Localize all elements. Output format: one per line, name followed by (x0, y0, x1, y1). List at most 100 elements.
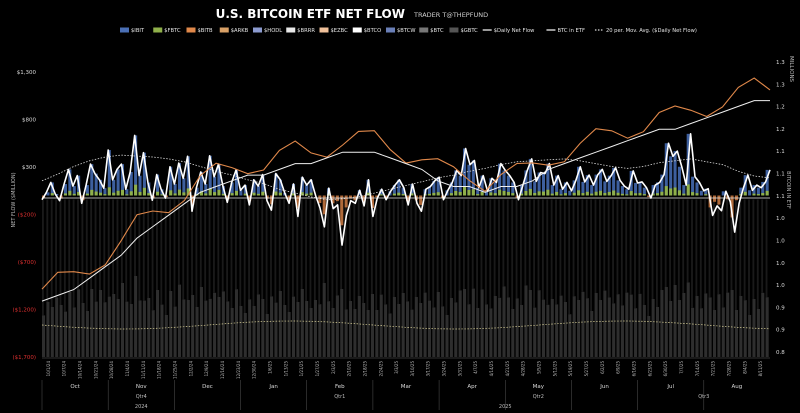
volume-bar (287, 312, 291, 357)
volume-bar (743, 300, 747, 357)
month-label: Mar (401, 384, 412, 390)
legend-swatch (449, 27, 459, 33)
flow-bar-fbtc (669, 188, 673, 196)
legend-label: $GBTC (460, 28, 478, 34)
flow-bar (664, 143, 668, 196)
grid-column (493, 199, 496, 296)
grid-column (331, 199, 334, 308)
flow-bar-fbtc (221, 193, 225, 196)
volume-bar (90, 289, 94, 357)
grid-column (642, 199, 645, 305)
flow-bar-fbtc (177, 189, 182, 196)
volume-bar (642, 305, 646, 357)
volume-bar (85, 311, 89, 357)
grid-column (445, 199, 448, 315)
grid-column (160, 199, 163, 305)
flow-bar (638, 181, 642, 196)
volume-bar (577, 300, 581, 357)
grid-column (156, 199, 158, 290)
volume-bar (691, 307, 695, 357)
x-tick-label: 4/28/25 (521, 361, 526, 377)
flow-bar-fbtc (252, 192, 256, 196)
grid-column (563, 199, 566, 302)
volume-bar (695, 296, 699, 357)
chart-title: U.S. BITCOIN ETF NET FLOW (216, 7, 405, 21)
flow-bar (256, 186, 260, 196)
volume-bar (572, 296, 576, 357)
grid-column (151, 199, 154, 311)
legend-swatch (319, 27, 329, 33)
volume-bar (664, 287, 668, 357)
month-label: Jun (599, 384, 609, 390)
volume-bar (156, 290, 160, 357)
grid-column (182, 199, 185, 300)
flow-bar-fbtc (704, 194, 708, 196)
flow-bar (581, 181, 585, 196)
flow-bar-fbtc (134, 184, 138, 196)
x-tick-label: 2/24/25 (378, 361, 383, 377)
flow-bar (401, 187, 405, 196)
legend-label: $BRRR (297, 28, 315, 34)
legend-item: $BTCW (386, 27, 415, 34)
flow-bar (177, 163, 182, 196)
grid-column (436, 199, 439, 292)
left-tick-label: $300 (22, 165, 36, 171)
volume-bar (252, 306, 256, 357)
x-tick-label: 3/17/25 (426, 361, 431, 377)
volume-bar (612, 303, 616, 357)
flow-bar-fbtc (620, 193, 624, 196)
flow-bar (463, 148, 467, 196)
grid-column (498, 199, 500, 298)
legend-label: $Daily Net Flow (494, 28, 535, 34)
grid-column (682, 199, 685, 293)
legend-label: $BTCO (364, 28, 381, 34)
volume-bar (366, 310, 370, 357)
flow-bar-fbtc (476, 194, 480, 196)
grid-column (616, 199, 619, 295)
volume-bar (651, 299, 655, 357)
volume-bar (59, 305, 63, 357)
grid-column (177, 199, 180, 285)
volume-bar (673, 285, 677, 357)
grid-column (528, 199, 531, 290)
grid-column (699, 199, 702, 309)
flow-bar (528, 158, 532, 196)
volume-bar (72, 307, 76, 357)
grid-column (234, 199, 237, 290)
flow-bar-fbtc (489, 192, 493, 196)
grid-column (743, 199, 746, 301)
x-tick-label: 5/5/25 (537, 361, 542, 374)
flow-bar-negative (717, 195, 721, 205)
volume-bar (677, 300, 681, 357)
volume-bar (278, 291, 282, 357)
grid-column (107, 199, 110, 297)
flow-bar (379, 189, 383, 196)
volume-bar (436, 292, 440, 357)
volume-bar (199, 287, 203, 357)
flow-bar-fbtc (427, 193, 431, 196)
flow-bar-negative (296, 195, 300, 209)
grid-column (169, 199, 172, 291)
volume-bar (528, 290, 532, 357)
grid-column (42, 199, 44, 316)
grid-column (427, 199, 430, 301)
flow-bar (239, 190, 243, 196)
flow-bar-fbtc (603, 192, 607, 196)
grid-column (406, 199, 408, 302)
flow-bar (68, 169, 72, 196)
grid-column (414, 199, 417, 297)
grid-column (708, 199, 711, 298)
flow-bar-fbtc (660, 191, 664, 196)
volume-bar (322, 283, 326, 357)
flow-bar-fbtc (77, 191, 81, 196)
grid-column (68, 199, 71, 292)
flow-bar-fbtc (642, 194, 646, 196)
grid-column (603, 199, 606, 291)
month-label: Aug (732, 384, 743, 390)
grid-column (103, 199, 106, 303)
grid-column (401, 199, 404, 293)
volume-bar (699, 308, 703, 357)
flow-bar-negative (340, 195, 344, 226)
legend-label: 20 per. Mov. Avg. ($Daily Net Flow) (606, 28, 697, 34)
grid-column (274, 199, 277, 303)
